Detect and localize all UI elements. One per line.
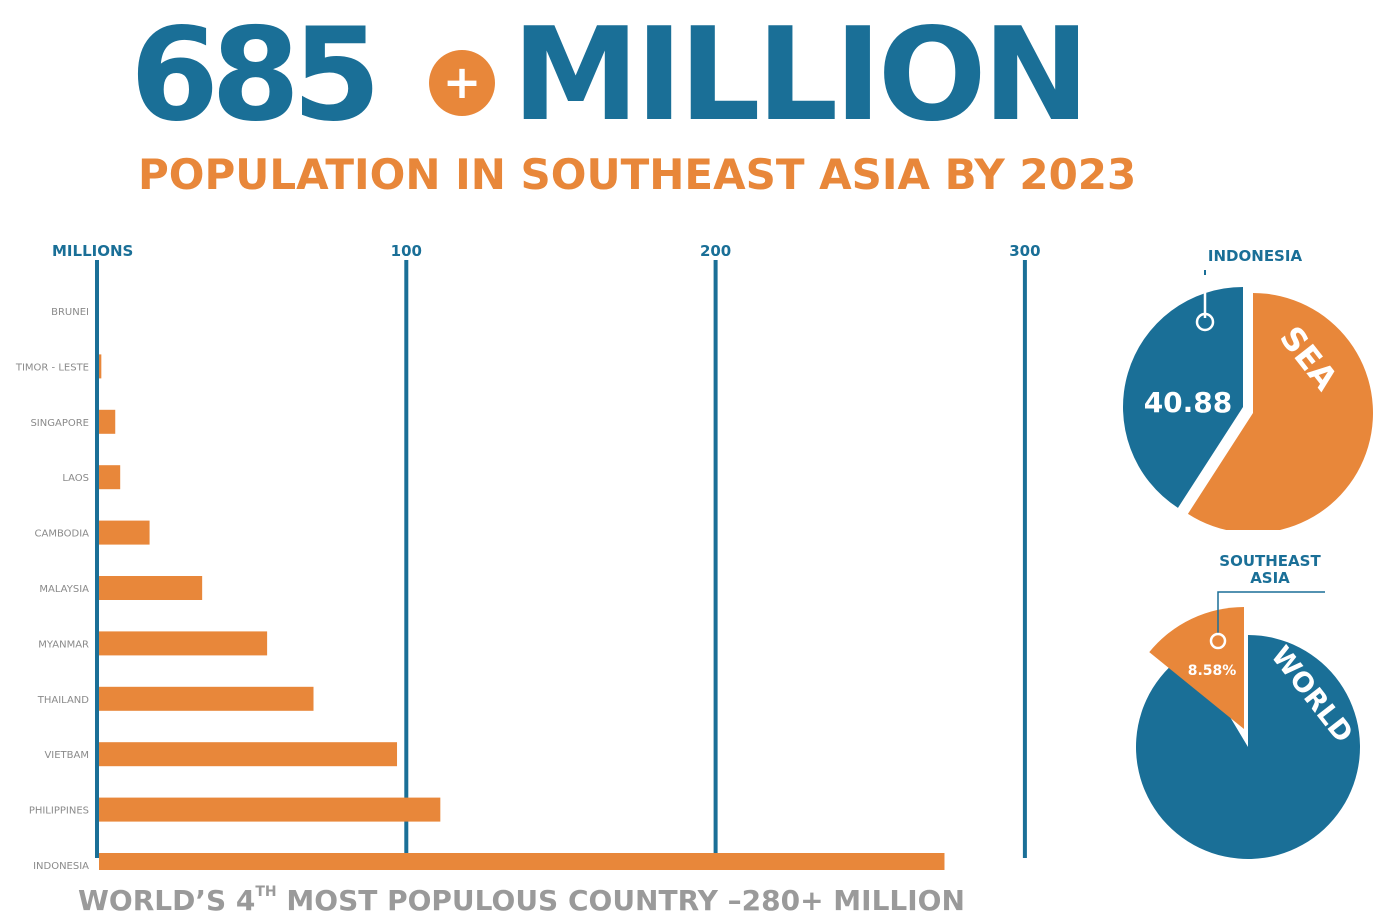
category-label: SINGAPORE [30,418,89,429]
leader-dot [1195,312,1215,332]
category-label: TIMOR - LESTE [15,362,89,373]
bar-philippines [99,797,441,822]
bar-timor-leste [99,354,102,379]
headline-subtitle: POPULATION IN SOUTHEAST ASIA BY 2023 [138,150,1137,199]
bar-singapore [99,409,116,434]
bar-cambodia [99,520,150,545]
category-label: BRUNEI [51,307,89,318]
plus-badge-icon: + [429,50,495,116]
footer-caption: WORLD’S 4TH MOST POPULOUS COUNTRY –280+ … [78,872,965,921]
category-label: LAOS [62,473,89,484]
slice-value-label: 40.88 [1144,386,1233,419]
bar-indonesia [99,853,945,870]
plus-sign: + [443,55,482,109]
pie-slice-world [1136,635,1360,859]
population-bar-chart: MILLIONS 100 200 300 BRUNEI TIMOR - LESTE SING… [15,242,1041,870]
pie-slice-southeast-asia [1149,607,1244,729]
headline: 685 + MILLION POPULATION IN SOUTHEAST AS… [0,0,1373,200]
pie-title-line: SOUTHEAST [1219,552,1321,570]
bar-malaysia [99,576,203,600]
category-label: CAMBODIA [35,529,90,540]
bar-laos [99,465,121,490]
bar-myanmar [99,631,268,656]
bar-thailand [99,686,314,711]
category-label: VIETBAM [44,750,89,761]
footer-superscript: TH [255,884,277,900]
x-tick-label: 100 [391,242,422,260]
footer-prefix: WORLD’S 4 [78,884,256,917]
leader-dot [1209,632,1227,650]
pie-slice-indonesia [1123,287,1243,508]
category-label: MYANMAR [38,639,89,650]
pie-title: INDONESIA [1208,247,1303,265]
bar-vietbam [99,742,398,767]
headline-number: 685 [130,1,381,150]
pie-title-line: ASIA [1250,569,1290,587]
category-label: THAILAND [37,695,90,706]
x-tick-label: 300 [1009,242,1040,260]
slice-value-label: 8.58% [1188,663,1237,679]
category-label: MALAYSIA [39,584,89,595]
x-axis-label: MILLIONS [52,242,133,260]
pie-slice-sea [1187,293,1373,530]
x-tick-label: 200 [700,242,731,260]
headline-word: MILLION [512,1,1090,150]
footer-suffix: MOST POPULOUS COUNTRY –280+ MILLION [276,884,965,917]
category-label: INDONESIA [33,861,89,870]
category-label: PHILIPPINES [29,806,89,817]
leader-line [1217,591,1325,635]
